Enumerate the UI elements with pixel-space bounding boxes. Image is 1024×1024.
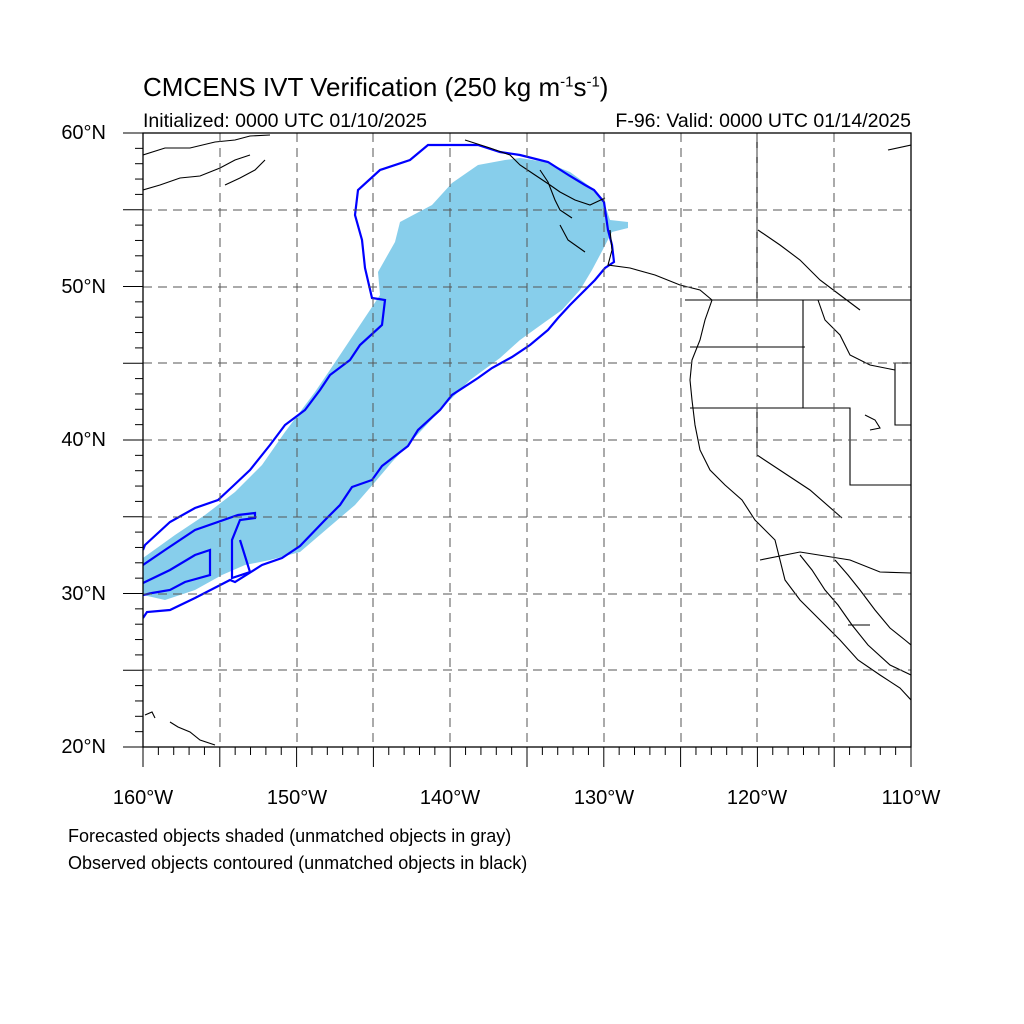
lat-label-30: 30°N: [61, 583, 106, 605]
valid-time: F-96: Valid: 0000 UTC 01/14/2025: [615, 110, 911, 132]
grid-lines: [143, 133, 911, 747]
lon-label-160w: 160°W: [112, 787, 174, 809]
legend-note-observed: Observed objects contoured (unmatched ob…: [68, 853, 528, 873]
coastlines: [143, 133, 911, 746]
lon-label-110w: 110°W: [881, 787, 941, 809]
init-time: Initialized: 0000 UTC 01/10/2025: [143, 110, 428, 132]
lat-label-40: 40°N: [61, 429, 106, 451]
lat-label-50: 50°N: [61, 276, 106, 298]
lat-label-20: 20°N: [61, 736, 106, 758]
lon-label-150w: 150°W: [266, 787, 328, 809]
lon-label-140w: 140°W: [419, 787, 481, 809]
axis-ticks: [123, 132, 912, 767]
lon-label-120w: 120°W: [726, 787, 788, 809]
map-title: CMCENS IVT Verification (250 kg m-1s-1): [143, 72, 609, 102]
legend-note-forecast: Forecasted objects shaded (unmatched obj…: [68, 826, 512, 846]
forecast-object: [143, 158, 628, 600]
lon-label-130w: 130°W: [573, 787, 635, 809]
lat-label-60: 60°N: [61, 122, 106, 144]
